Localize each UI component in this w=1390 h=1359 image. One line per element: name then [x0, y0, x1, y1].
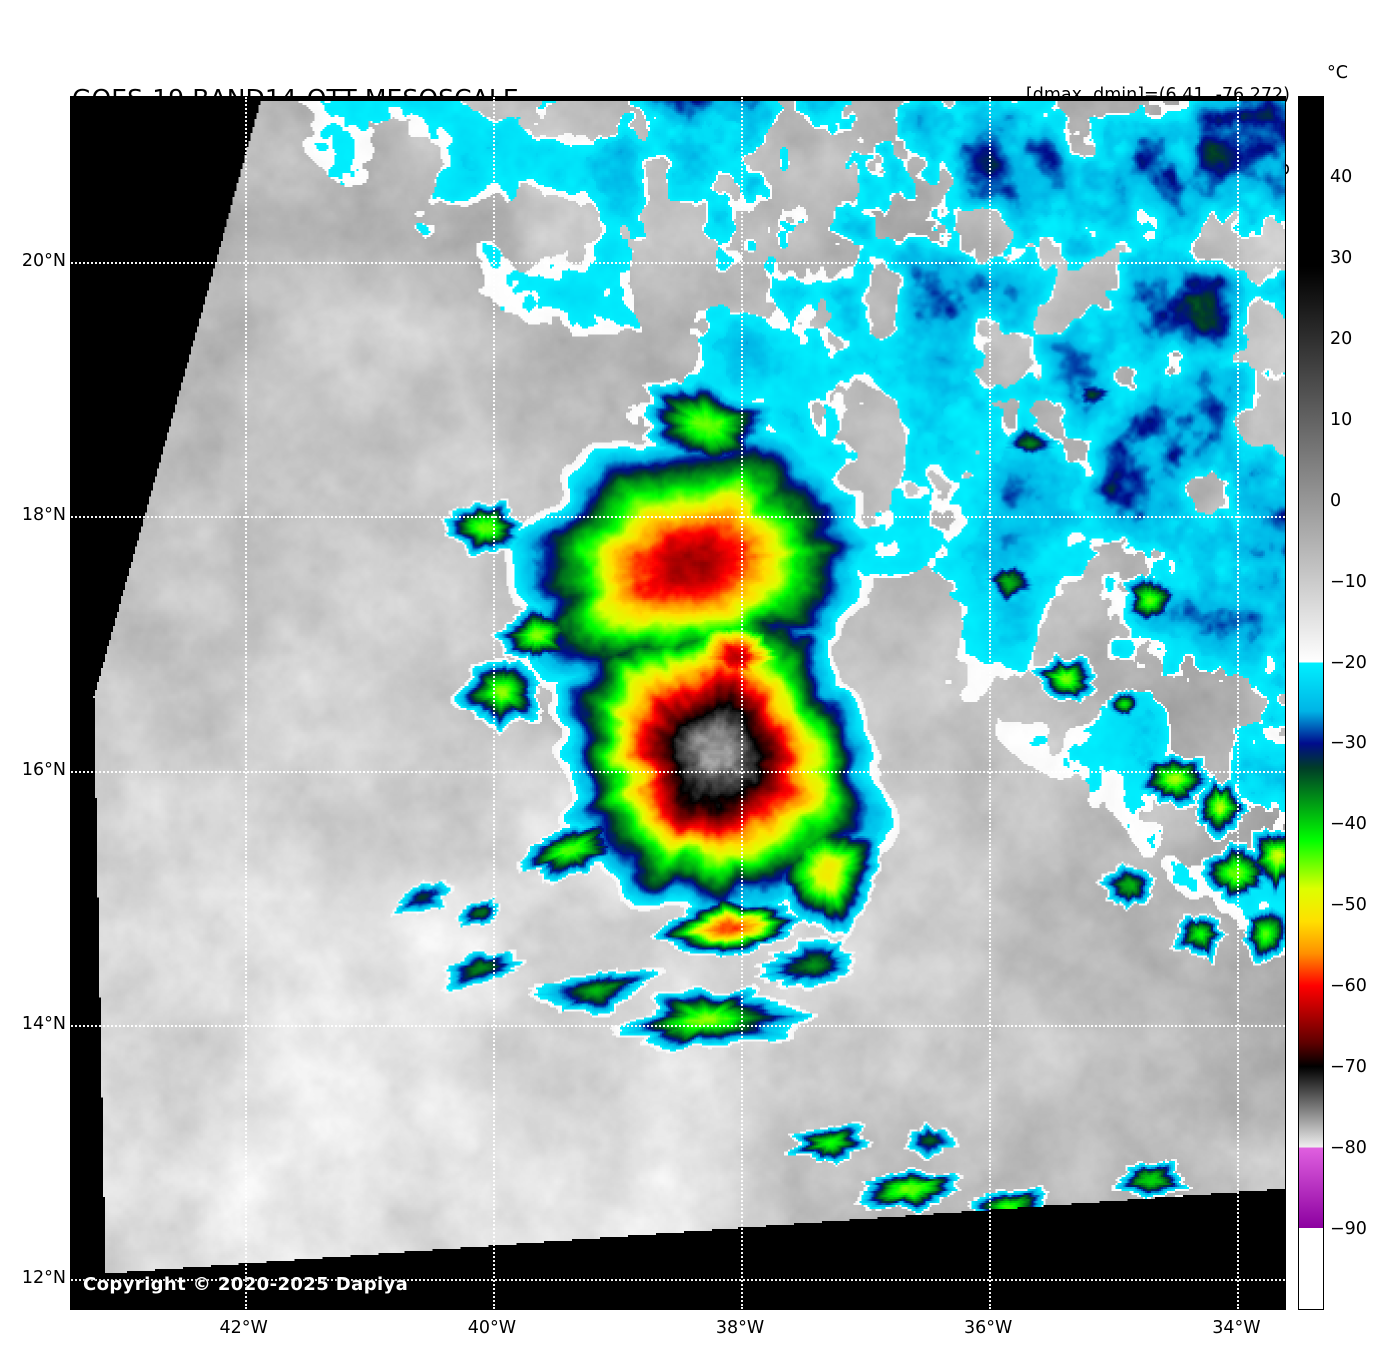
temperature-colorbar	[1298, 96, 1324, 1310]
satellite-imagery-canvas	[71, 97, 1285, 1309]
lon-tick-label: 34°W	[1212, 1318, 1261, 1338]
colorbar-tick-label: −10	[1330, 571, 1367, 592]
lat-tick-label: 12°N	[21, 1268, 66, 1289]
lon-tick-label: 38°W	[715, 1318, 765, 1338]
lon-tick-label: 36°W	[964, 1318, 1013, 1338]
lat-tick-label: 20°N	[21, 251, 66, 272]
colorbar-frame	[1298, 96, 1324, 1310]
colorbar-tick-label: 30	[1330, 247, 1353, 268]
colorbar-tick-label: −30	[1330, 733, 1367, 754]
satellite-image-plot: Copyright © 2020-2025 Dapiya	[70, 96, 1286, 1310]
colorbar-tick-label: 20	[1330, 328, 1353, 349]
colorbar-tick-label: −80	[1330, 1138, 1367, 1159]
colorbar-tick-label: −20	[1330, 652, 1367, 673]
colorbar-tick-label: 40	[1330, 166, 1353, 187]
lon-tick-label: 40°W	[467, 1318, 517, 1338]
copyright-label: Copyright © 2020-2025 Dapiya	[83, 1274, 409, 1295]
colorbar-tick-label: −40	[1330, 814, 1367, 835]
colorbar-tick-label: 0	[1330, 490, 1342, 511]
lat-tick-label: 18°N	[21, 505, 66, 526]
lat-tick-label: 16°N	[21, 759, 66, 780]
colorbar-tick-label: −60	[1330, 976, 1367, 997]
colorbar-tick-label: −70	[1330, 1057, 1367, 1078]
colorbar-tick-label: −90	[1330, 1219, 1367, 1240]
lon-tick-label: 42°W	[219, 1318, 268, 1338]
colorbar-tick-label: −50	[1330, 895, 1367, 916]
colorbar-gradient	[1299, 97, 1323, 1309]
colorbar-tick-label: 10	[1330, 409, 1353, 430]
colorbar-unit-label: °C	[1327, 63, 1348, 83]
lat-tick-label: 14°N	[21, 1013, 66, 1034]
